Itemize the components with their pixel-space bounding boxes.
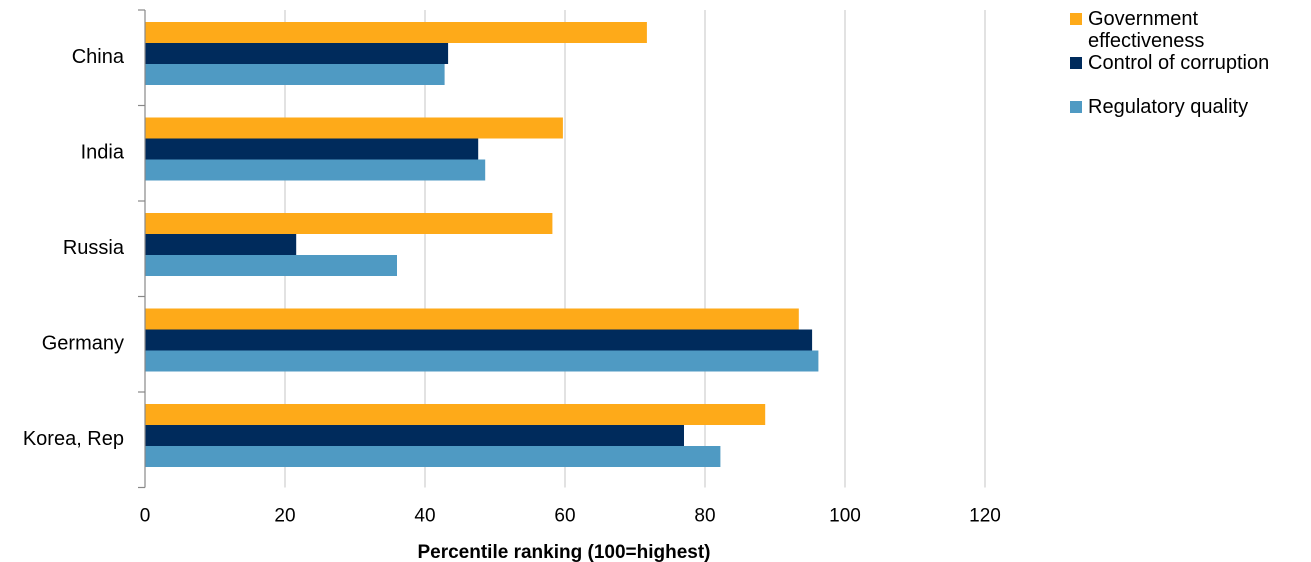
x-axis-title: Percentile ranking (100=highest) [417,542,710,562]
bar-russia-control-of-corruption [145,234,297,255]
bar-korea-rep-control-of-corruption [145,425,684,446]
legend-swatch [1070,101,1082,113]
category-label: Korea, Rep [23,428,124,450]
legend-label: Government effectiveness [1088,8,1205,52]
bars [145,22,819,467]
x-tick-label: 0 [140,506,151,527]
bar-germany-control-of-corruption [145,329,813,351]
legend-swatch [1070,57,1082,69]
bar-india-regulatory-quality [145,159,486,181]
bar-russia-government-effectiveness [145,213,553,234]
legend: Government effectiveness Control of corr… [1068,8,1308,118]
bar-korea-rep-government-effectiveness [145,404,766,425]
legend-label: Control of corruption [1088,52,1270,74]
x-tick-label: 20 [274,506,295,527]
category-label: China [72,46,125,68]
x-tick-label: 40 [414,506,435,527]
bar-russia-regulatory-quality [145,255,397,276]
category-label: India [81,142,125,164]
x-tick-label: 120 [969,506,1001,527]
legend-item-control-of-corruption: Control of corruption [1068,52,1308,96]
bar-china-regulatory-quality [145,64,445,85]
legend-item-government-effectiveness: Government effectiveness [1068,8,1308,52]
bar-india-government-effectiveness [145,117,563,139]
bar-india-control-of-corruption [145,138,479,160]
x-tick-labels: 0 20 40 60 80 100 120 [140,506,1001,527]
legend-item-regulatory-quality: Regulatory quality [1068,96,1308,118]
y-axis [138,9,146,489]
x-tick-label: 100 [829,506,861,527]
bar-china-government-effectiveness [145,22,647,43]
x-tick-label: 80 [694,506,715,527]
category-labels: China India Russia Germany Korea, Rep [23,46,125,450]
category-label: Germany [42,333,124,355]
legend-label: Regulatory quality [1088,96,1249,118]
legend-swatch [1070,13,1082,25]
bar-korea-rep-regulatory-quality [145,446,721,467]
bar-germany-government-effectiveness [145,308,799,330]
x-tick-label: 60 [554,506,575,527]
bar-germany-regulatory-quality [145,350,819,372]
category-label: Russia [63,237,125,259]
bar-china-control-of-corruption [145,43,449,64]
